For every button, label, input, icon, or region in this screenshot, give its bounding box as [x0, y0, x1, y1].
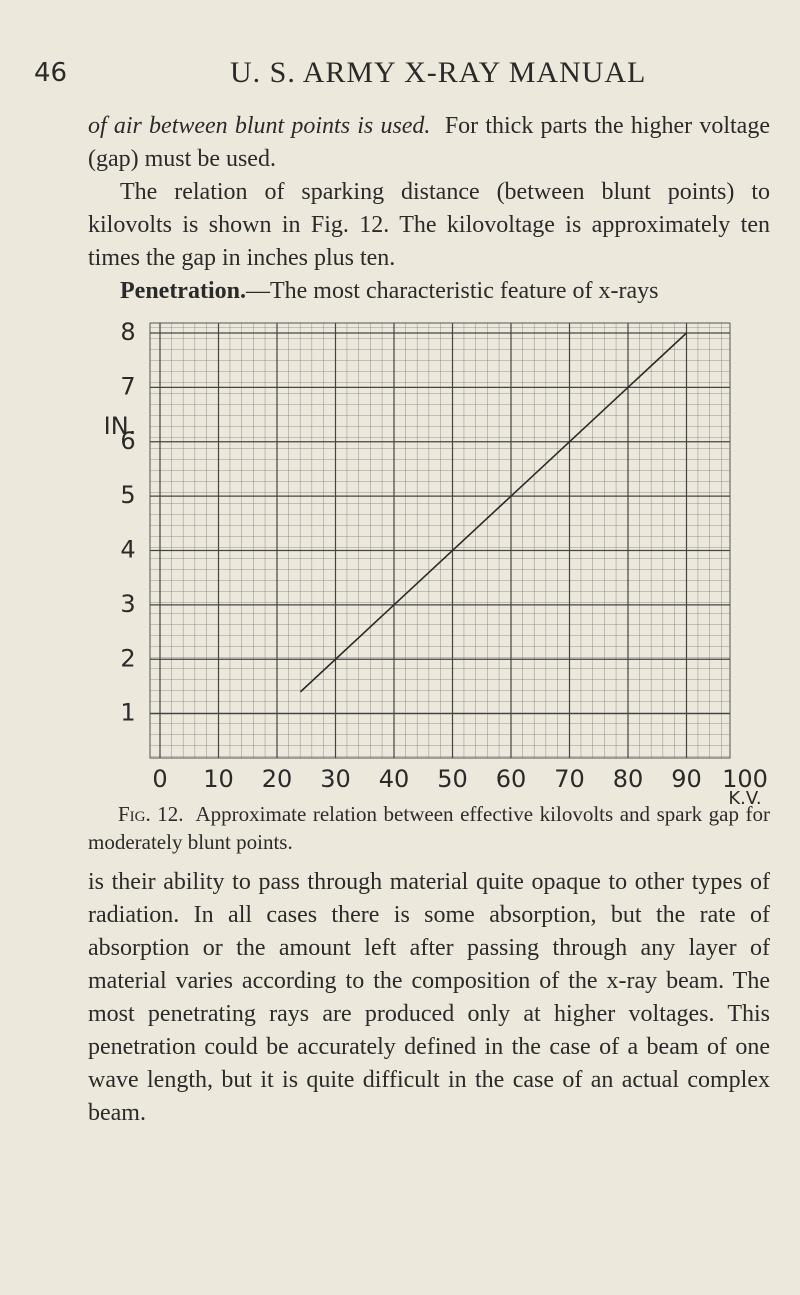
paragraph: The relation of sparking distance (betwe… — [88, 179, 770, 271]
x-tick-label: 80 — [613, 765, 644, 793]
y-tick-label: 4 — [120, 536, 135, 564]
caption-text: Approximate relation between effective k… — [88, 802, 771, 854]
paragraph: Penetration.—The most characteristic fea… — [88, 275, 770, 308]
y-tick-label: 2 — [120, 644, 135, 672]
running-title: U. S. ARMY X-RAY MANUAL — [230, 56, 647, 89]
caption-label: Fig. 12. — [118, 802, 184, 826]
text: For thick parts the higher voltage (gap)… — [88, 113, 770, 172]
y-tick-label: 5 — [120, 481, 135, 509]
y-tick-label: 1 — [120, 699, 135, 727]
paragraph: of air between blunt points is used. For… — [88, 110, 770, 176]
y-tick-label: 3 — [120, 590, 135, 618]
page-number: 46 — [34, 58, 68, 88]
figure-caption: Fig. 12. Approximate relation between ef… — [88, 800, 770, 856]
y-tick-label: 6 — [120, 427, 135, 455]
x-axis-label: K.V. — [728, 788, 761, 805]
y-tick-label: 8 — [120, 318, 135, 346]
x-tick-label: 30 — [320, 765, 351, 793]
x-tick-label: 60 — [496, 765, 527, 793]
x-tick-label: 90 — [671, 765, 702, 793]
paragraph: is their ability to pass through materia… — [88, 869, 770, 1126]
x-tick-label: 0 — [152, 765, 167, 793]
x-tick-label: 100 — [722, 765, 768, 793]
italic-text: of air between blunt points is used. — [88, 113, 431, 139]
x-tick-label: 50 — [437, 765, 468, 793]
x-tick-label: 70 — [554, 765, 585, 793]
y-tick-label: 7 — [120, 372, 135, 400]
run-in-heading: Penetration. — [120, 278, 246, 304]
text: —The most characteristic feature of x-ra… — [245, 278, 659, 304]
x-tick-label: 20 — [262, 765, 293, 793]
grid-background — [149, 322, 731, 759]
y-axis-label: IN. — [104, 412, 137, 440]
data-line — [299, 332, 688, 693]
x-tick-label: 40 — [379, 765, 410, 793]
x-tick-label: 10 — [203, 765, 234, 793]
